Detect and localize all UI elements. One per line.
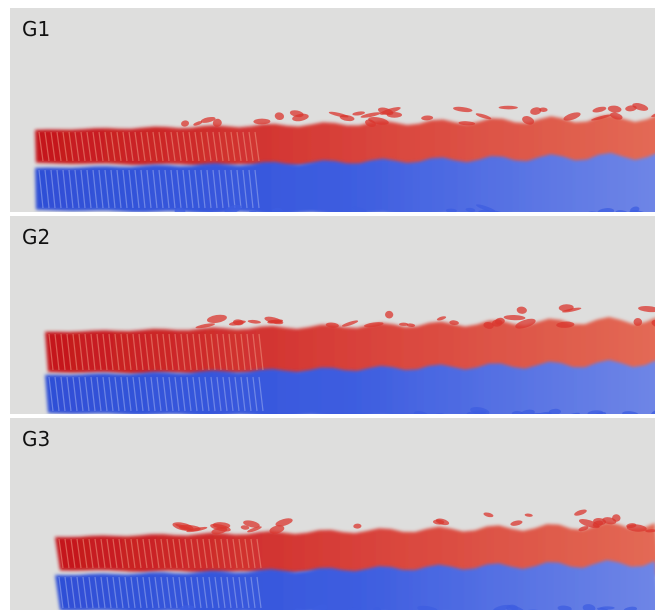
panel-label: G3	[22, 427, 50, 451]
panel	[10, 216, 658, 426]
figure: G1 G2 G3	[0, 0, 658, 610]
panel	[10, 418, 658, 610]
panel	[10, 8, 658, 222]
panel-label: G2	[22, 225, 50, 249]
panel-label: G1	[22, 17, 50, 41]
